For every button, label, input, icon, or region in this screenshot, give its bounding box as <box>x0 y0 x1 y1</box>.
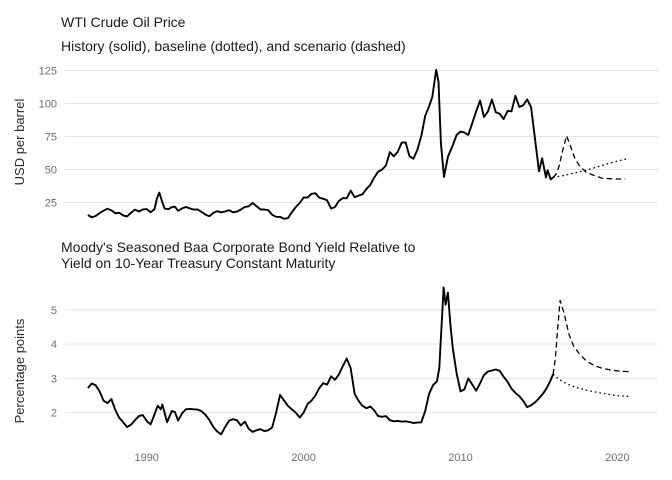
y-tick-label: 2 <box>51 408 57 420</box>
x-tick-label: 2010 <box>448 452 472 464</box>
baseline-line <box>552 373 631 398</box>
x-tick-label: 1990 <box>134 452 158 464</box>
y-tick-label: 75 <box>45 132 57 144</box>
x-tick-label: 2000 <box>291 452 315 464</box>
bottom-chart-title-line1: Moody's Seasoned Baa Corporate Bond Yiel… <box>61 239 416 255</box>
x-tick-label: 2020 <box>605 452 629 464</box>
y-tick-label: 100 <box>39 99 57 111</box>
y-tick-label: 3 <box>51 373 57 385</box>
y-tick-label: 125 <box>39 66 57 78</box>
baseline-line <box>552 158 627 179</box>
y-tick-label: 5 <box>51 305 57 317</box>
top-chart-subtitle: History (solid), baseline (dotted), and … <box>61 38 406 54</box>
scenario-line <box>552 299 630 375</box>
bottom-chart-title-line2: Yield on 10-Year Treasury Constant Matur… <box>61 255 336 271</box>
scenario-line <box>552 135 626 180</box>
history-line <box>87 286 554 436</box>
history-line <box>87 68 554 220</box>
y-tick-label: 50 <box>45 165 57 177</box>
y-tick-label: 25 <box>45 198 57 210</box>
y-tick-label: 4 <box>51 339 57 351</box>
top-chart-title: WTI Crude Oil Price <box>61 14 186 30</box>
